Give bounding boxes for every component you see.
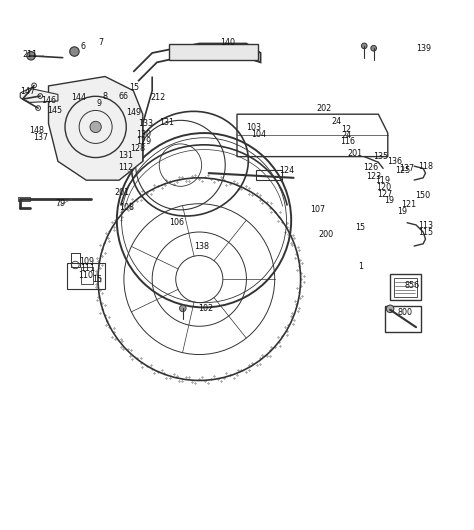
Text: 148: 148 — [29, 127, 44, 135]
Text: 125: 125 — [395, 166, 410, 175]
Text: 109: 109 — [79, 257, 94, 266]
Text: 15: 15 — [129, 83, 140, 92]
Text: 9: 9 — [97, 99, 102, 108]
Circle shape — [27, 51, 36, 60]
Text: 79: 79 — [55, 199, 66, 208]
Text: 115: 115 — [419, 228, 434, 237]
Text: 135: 135 — [374, 152, 389, 161]
Text: 19: 19 — [397, 207, 407, 216]
Text: 201: 201 — [115, 188, 129, 197]
Text: 1: 1 — [358, 262, 364, 271]
Text: 128: 128 — [130, 144, 146, 153]
Text: 146: 146 — [41, 96, 56, 105]
Text: 106: 106 — [169, 218, 183, 227]
Text: 108: 108 — [119, 203, 134, 212]
Text: 211: 211 — [23, 50, 38, 59]
Text: 139: 139 — [416, 44, 431, 53]
Text: 113: 113 — [419, 220, 433, 229]
Text: 107: 107 — [310, 205, 325, 214]
Text: 126: 126 — [363, 163, 378, 172]
Text: 202: 202 — [316, 104, 331, 113]
Circle shape — [70, 47, 79, 56]
Text: 110: 110 — [78, 271, 93, 280]
FancyBboxPatch shape — [169, 43, 258, 60]
Text: 104: 104 — [251, 130, 266, 139]
Text: 138: 138 — [195, 242, 210, 251]
Circle shape — [180, 305, 186, 312]
Text: 119: 119 — [375, 176, 390, 185]
Text: 201: 201 — [348, 148, 363, 157]
Circle shape — [90, 121, 101, 132]
Text: 800: 800 — [397, 308, 412, 317]
Text: 66: 66 — [118, 92, 128, 101]
Text: 145: 145 — [47, 106, 63, 115]
Text: 130: 130 — [136, 130, 151, 139]
Text: 129: 129 — [136, 137, 151, 146]
Circle shape — [371, 46, 376, 51]
Text: 6: 6 — [81, 41, 85, 50]
Text: 116: 116 — [340, 137, 355, 146]
Text: 121: 121 — [401, 200, 416, 209]
Text: 103: 103 — [246, 123, 262, 132]
Text: 7: 7 — [98, 38, 103, 47]
Text: 140: 140 — [220, 38, 236, 47]
Text: 133: 133 — [138, 119, 153, 128]
Text: 144: 144 — [71, 93, 86, 102]
Text: 12: 12 — [341, 125, 351, 134]
Text: 15: 15 — [92, 275, 102, 284]
Circle shape — [386, 305, 394, 313]
Circle shape — [361, 43, 367, 49]
Text: 118: 118 — [419, 162, 433, 171]
Text: 131: 131 — [159, 118, 174, 127]
Text: 212: 212 — [151, 93, 166, 102]
Text: 200: 200 — [318, 230, 333, 239]
Text: 124: 124 — [279, 165, 294, 174]
Text: 24: 24 — [331, 117, 341, 126]
Text: 15: 15 — [355, 223, 365, 232]
Text: 8: 8 — [103, 93, 108, 101]
Text: 131: 131 — [118, 152, 133, 161]
Text: 102: 102 — [198, 304, 213, 313]
Text: 147: 147 — [20, 87, 36, 96]
Text: 112: 112 — [118, 163, 133, 172]
Text: 120: 120 — [376, 183, 391, 192]
Text: 111: 111 — [81, 264, 96, 273]
Polygon shape — [48, 76, 143, 180]
Text: 127: 127 — [377, 190, 392, 199]
Polygon shape — [20, 89, 58, 102]
Text: 149: 149 — [126, 108, 141, 117]
Text: 137: 137 — [400, 164, 415, 173]
Text: 19: 19 — [384, 196, 395, 205]
Text: 150: 150 — [415, 191, 430, 200]
Text: 136: 136 — [387, 157, 402, 166]
Text: 123: 123 — [366, 172, 382, 181]
Text: 24: 24 — [342, 131, 352, 140]
Text: 856: 856 — [404, 280, 419, 289]
Text: 137: 137 — [34, 134, 48, 143]
